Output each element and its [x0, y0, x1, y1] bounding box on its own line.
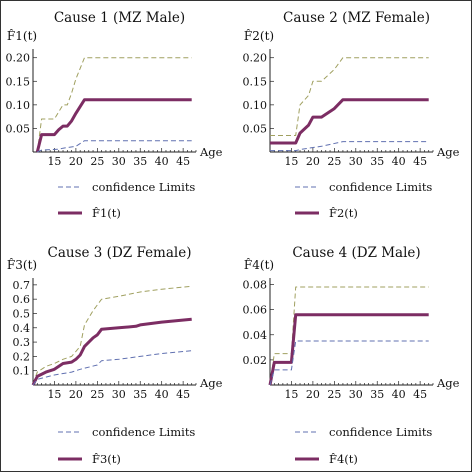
- x-tick-label: 45: [413, 155, 427, 168]
- x-tick-label: 25: [90, 388, 104, 401]
- x-tick-label: 20: [306, 155, 320, 168]
- x-axis-label: Age: [436, 145, 460, 159]
- x-tick-label: 35: [370, 155, 384, 168]
- series-upper-line: [270, 57, 429, 136]
- y-tick-label: 0.5: [13, 307, 31, 320]
- y-axis-label: F̂1(t): [7, 28, 37, 43]
- series-lower-line: [32, 350, 192, 386]
- x-axis-label: Age: [199, 376, 223, 390]
- y-tick-label: 0.08: [243, 279, 268, 292]
- panel-1: Cause 1 (MZ Male) F̂1(t) 15 20 25 30 35 40 45 0.0…: [6, 10, 223, 220]
- legend-ci-label: confidence Limits: [329, 180, 432, 194]
- legend-ci-label: confidence Limits: [92, 425, 195, 439]
- panel-title: Cause 2 (MZ Female): [283, 10, 430, 26]
- series-lower-line: [270, 141, 429, 152]
- series-lower-line: [269, 340, 429, 386]
- panel-title: Cause 4 (DZ Male): [292, 245, 420, 261]
- y-tick-label: 0.10: [243, 99, 268, 112]
- y-tick-label: 0.4: [13, 322, 31, 335]
- series-upper-line: [36, 57, 192, 153]
- x-tick-label: 15: [284, 388, 298, 401]
- x-tick-label: 25: [327, 155, 341, 168]
- x-axis-label: Age: [199, 145, 223, 159]
- x-tick-label: 35: [133, 155, 147, 168]
- x-tick-label: 35: [370, 388, 384, 401]
- x-tick-label: 30: [112, 155, 126, 168]
- x-tick-label: 45: [176, 155, 190, 168]
- y-tick-label: 0.10: [6, 99, 31, 112]
- y-tick-label: 0.04: [243, 329, 268, 342]
- x-tick-label: 45: [413, 388, 427, 401]
- x-tick-label: 30: [349, 155, 363, 168]
- y-tick-label: 0.15: [243, 75, 268, 88]
- panel-title: Cause 3 (DZ Female): [48, 245, 192, 261]
- y-tick-label: 0.1: [13, 365, 31, 378]
- x-tick-label: 15: [47, 155, 61, 168]
- legend-estimate-label: F̂2(t): [329, 206, 358, 220]
- y-axis-label: F̂2(t): [244, 28, 274, 43]
- x-tick-label: 20: [69, 388, 83, 401]
- x-tick-label: 40: [155, 155, 169, 168]
- x-tick-label: 30: [349, 388, 363, 401]
- x-axis-label: Age: [436, 376, 460, 390]
- y-tick-label: 0.05: [243, 122, 268, 135]
- y-tick-label: 0.20: [243, 52, 268, 65]
- x-tick-label: 20: [69, 155, 83, 168]
- y-axis-label: F̂3(t): [7, 257, 37, 272]
- y-tick-label: 0.2: [13, 350, 31, 363]
- y-tick-label: 0.02: [243, 354, 268, 367]
- y-tick-label: 0.15: [6, 75, 31, 88]
- x-tick-label: 25: [90, 155, 104, 168]
- y-tick-label: 0.20: [6, 52, 31, 65]
- series-estimate-line: [270, 98, 429, 145]
- panel-3: Cause 3 (DZ Female) F̂3(t) 15 20 25 30 35 40 45 0…: [7, 245, 223, 466]
- x-tick-label: 40: [392, 388, 406, 401]
- y-tick-label: 0.05: [6, 122, 31, 135]
- series-estimate-line: [268, 313, 429, 386]
- legend-estimate-label: F̂3(t): [92, 452, 121, 466]
- x-tick-label: 30: [112, 388, 126, 401]
- x-tick-label: 35: [133, 388, 147, 401]
- x-tick-label: 40: [155, 388, 169, 401]
- legend-estimate-label: F̂4(t): [329, 452, 358, 466]
- y-axis-label: F̂4(t): [244, 257, 274, 272]
- series-upper-line: [32, 285, 192, 384]
- x-tick-label: 15: [47, 388, 61, 401]
- series-estimate-line: [35, 98, 192, 153]
- panel-title: Cause 1 (MZ Male): [54, 10, 185, 26]
- x-tick-label: 25: [327, 388, 341, 401]
- x-tick-label: 40: [392, 155, 406, 168]
- legend-estimate-label: F̂1(t): [92, 206, 121, 220]
- x-tick-label: 20: [306, 388, 320, 401]
- x-tick-label: 45: [176, 388, 190, 401]
- panel-4: Cause 4 (DZ Male) F̂4(t) 15 20 25 30 35 40 45 0.0…: [243, 245, 460, 466]
- panel-2: Cause 2 (MZ Female) F̂2(t) 15 20 25 30 35 40 45 0…: [243, 10, 460, 220]
- series-lower-line: [37, 140, 192, 153]
- y-tick-label: 0.7: [13, 279, 31, 292]
- y-tick-label: 0.06: [243, 304, 268, 317]
- legend-ci-label: confidence Limits: [92, 180, 195, 194]
- y-tick-label: 0.3: [13, 336, 31, 349]
- legend-ci-label: confidence Limits: [329, 425, 432, 439]
- series-estimate-line: [31, 317, 192, 386]
- y-tick-label: 0.6: [13, 293, 31, 306]
- x-tick-label: 15: [284, 155, 298, 168]
